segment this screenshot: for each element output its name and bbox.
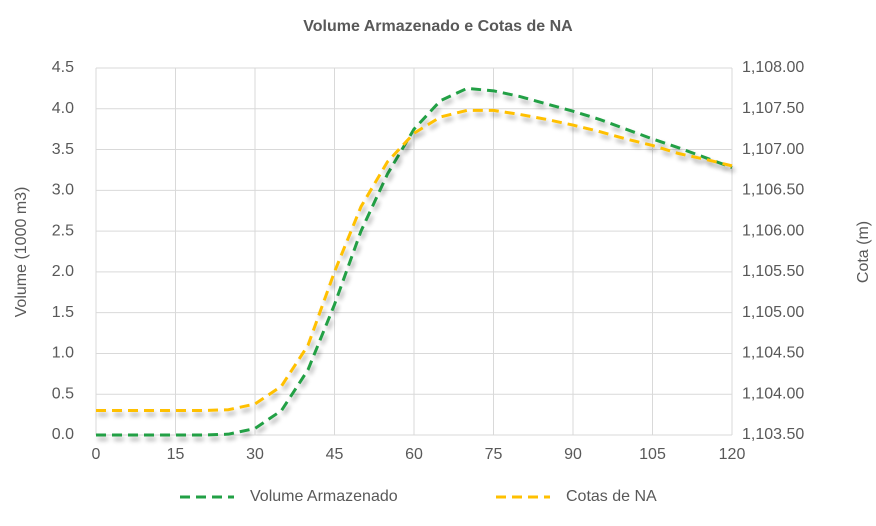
y2-tick-label: 1,104.50 — [742, 345, 804, 362]
x-tick-label: 45 — [326, 446, 344, 463]
x-tick-label: 90 — [564, 446, 582, 463]
y2-tick-label: 1,104.00 — [742, 385, 804, 402]
y2-tick-label: 1,108.00 — [742, 59, 804, 76]
x-tick-label: 105 — [639, 446, 666, 463]
y-tick-label: 3.5 — [52, 141, 74, 158]
y2-axis-label: Cota (m) — [855, 221, 872, 283]
chart-title: Volume Armazenado e Cotas de NA — [303, 18, 573, 35]
x-tick-label: 60 — [405, 446, 423, 463]
x-tick-label: 75 — [485, 446, 503, 463]
series-line — [96, 108, 733, 413]
y-tick-label: 2.0 — [52, 263, 74, 280]
y2-tick-label: 1,107.50 — [742, 100, 804, 117]
y-tick-label: 0.5 — [52, 385, 74, 402]
y-axis-label: Volume (1000 m3) — [13, 187, 30, 318]
y2-tick-label: 1,107.00 — [742, 141, 804, 158]
y2-tick-label: 1,103.50 — [742, 426, 804, 443]
legend-label: Cotas de NA — [566, 488, 657, 505]
y-tick-label: 3.0 — [52, 182, 74, 199]
x-tick-label: 0 — [92, 446, 101, 463]
y2-tick-label: 1,105.50 — [742, 263, 804, 280]
y-tick-label: 1.0 — [52, 345, 74, 362]
y-tick-label: 0.0 — [52, 426, 74, 443]
y2-tick-label: 1,106.50 — [742, 182, 804, 199]
y-tick-label: 1.5 — [52, 304, 74, 321]
y-tick-label: 2.5 — [52, 222, 74, 239]
y-tick-label: 4.0 — [52, 100, 74, 117]
y-tick-label: 4.5 — [52, 59, 74, 76]
y2-tick-label: 1,106.00 — [742, 222, 804, 239]
x-tick-label: 30 — [246, 446, 264, 463]
series-line — [96, 86, 733, 437]
x-tick-label: 120 — [719, 446, 746, 463]
legend-label: Volume Armazenado — [250, 488, 398, 505]
x-tick-label: 15 — [167, 446, 185, 463]
y2-tick-label: 1,105.00 — [742, 304, 804, 321]
